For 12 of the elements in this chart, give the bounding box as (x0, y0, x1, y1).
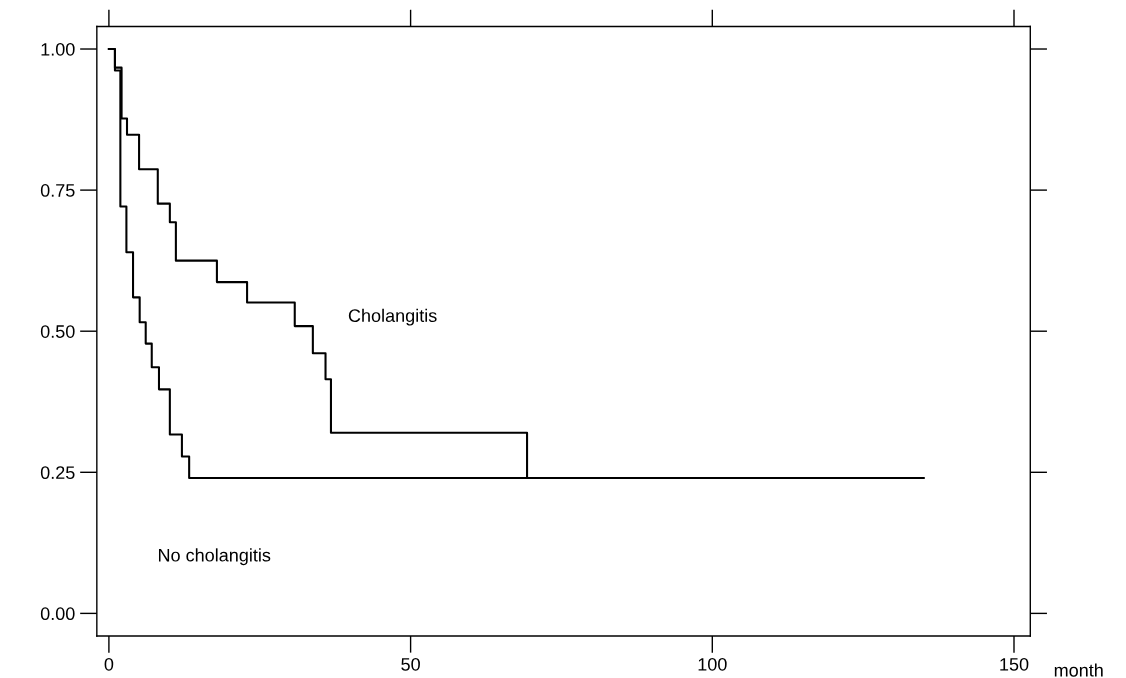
y-tick-label: 0.50 (40, 325, 75, 338)
x-tick-label: 150 (1000, 657, 1029, 671)
y-tick-label: 0.25 (40, 466, 75, 480)
x-tick-label: 100 (698, 657, 727, 671)
x-tick-label: 50 (401, 657, 420, 671)
y-tick-label: 0.75 (40, 184, 75, 197)
annotation: Cholangitis (348, 308, 437, 326)
y-tick-label: 1.00 (41, 42, 75, 56)
y-tick-label: 0.00 (40, 607, 75, 621)
x-tick-label: 0 (104, 657, 114, 671)
x-axis-title: month (1054, 663, 1103, 677)
annotation: No cholangitis (158, 548, 271, 566)
